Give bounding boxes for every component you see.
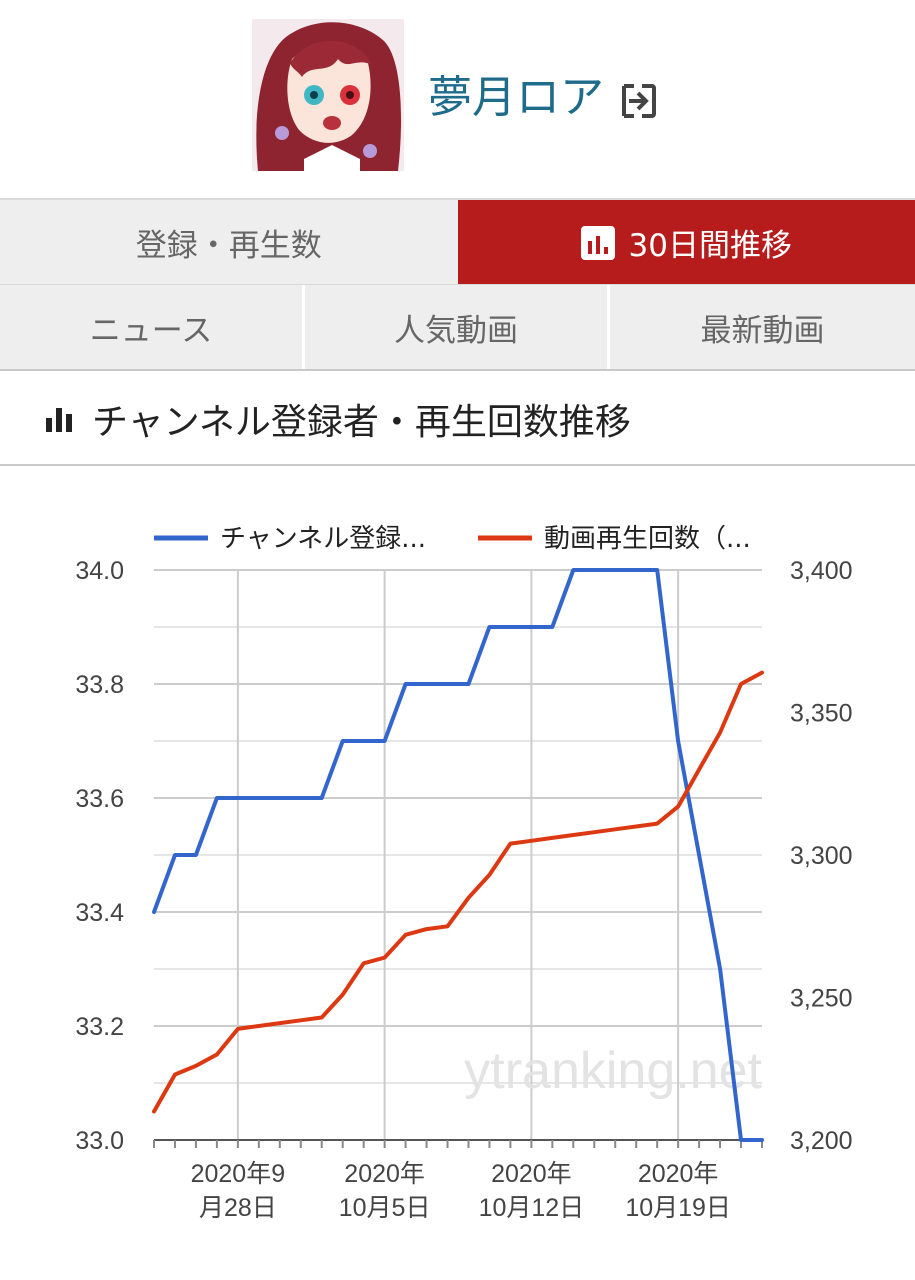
tab-label: 登録・再生数 — [135, 228, 322, 264]
x-tick-label: 月28日 — [199, 1194, 277, 1222]
y-left-tick-label: 33.2 — [75, 1013, 124, 1041]
x-tick-label: 2020年 — [638, 1160, 719, 1188]
divider — [0, 464, 915, 466]
tab-label: ニュース — [89, 312, 213, 349]
y-left-tick-label: 33.6 — [75, 785, 124, 813]
exit-icon[interactable] — [620, 82, 658, 120]
tab-news[interactable]: ニュース — [0, 285, 305, 369]
main-tabs: 登録・再生数 30日間推移 — [0, 198, 915, 285]
bar-chart-icon — [46, 408, 72, 432]
y-right-tick-label: 3,300 — [790, 842, 853, 870]
y-right-tick-label: 3,250 — [790, 985, 853, 1013]
y-right-tick-label: 3,200 — [790, 1127, 853, 1155]
y-left-tick-label: 33.4 — [75, 899, 124, 927]
x-tick-label: 2020年 — [344, 1160, 425, 1188]
tab-label: 30日間推移 — [628, 228, 792, 264]
y-left-tick-label: 33.8 — [75, 671, 124, 699]
series — [152, 568, 764, 1142]
section-heading: チャンネル登録者・再生回数推移 — [44, 388, 631, 450]
y-left-tick-label: 34.0 — [75, 557, 124, 585]
tab-label: 人気動画 — [393, 312, 518, 349]
tab-label: 最新動画 — [700, 312, 825, 349]
x-tick-label: 2020年9 — [191, 1160, 286, 1188]
legend-label: チャンネル登録... — [220, 524, 426, 554]
y-left-tick-label: 33.0 — [75, 1127, 124, 1155]
channel-avatar[interactable] — [252, 19, 404, 171]
y-right-tick-label: 3,400 — [790, 557, 853, 585]
sub-tabs: ニュース 人気動画 最新動画 — [0, 284, 915, 371]
y-right-tick-label: 3,350 — [790, 700, 853, 728]
channel-name-link[interactable]: 夢月ロア — [428, 72, 604, 123]
tab-latest-videos[interactable]: 最新動画 — [609, 285, 915, 369]
series-line-views — [152, 670, 764, 1114]
section-title-text: チャンネル登録者・再生回数推移 — [92, 402, 631, 443]
legend-label: 動画再生回数（... — [544, 524, 751, 554]
tab-subscribers-views[interactable]: 登録・再生数 — [0, 200, 458, 285]
trend-chart: ytranking.net 2020年9 月28日 2020年 10月5日 2020年 1… — [75, 524, 852, 1222]
watermark: ytranking.net — [464, 1042, 762, 1100]
axes: 2020年9 月28日 2020年 10月5日 2020年 10月12日 2020年 10月1… — [75, 557, 852, 1222]
tab-30-day-trend[interactable]: 30日間推移 — [457, 200, 915, 285]
x-tick-label: 2020年 — [491, 1160, 572, 1188]
series-line-subscribers — [152, 568, 764, 1142]
legend: チャンネル登録... 動画再生回数（... — [154, 524, 751, 554]
x-tick-label: 10月19日 — [625, 1194, 731, 1222]
tab-popular-videos[interactable]: 人気動画 — [304, 285, 610, 369]
bar-chart-icon — [580, 225, 615, 260]
gridlines — [154, 569, 762, 1141]
x-tick-label: 10月5日 — [339, 1194, 431, 1222]
x-tick-label: 10月12日 — [479, 1194, 585, 1222]
